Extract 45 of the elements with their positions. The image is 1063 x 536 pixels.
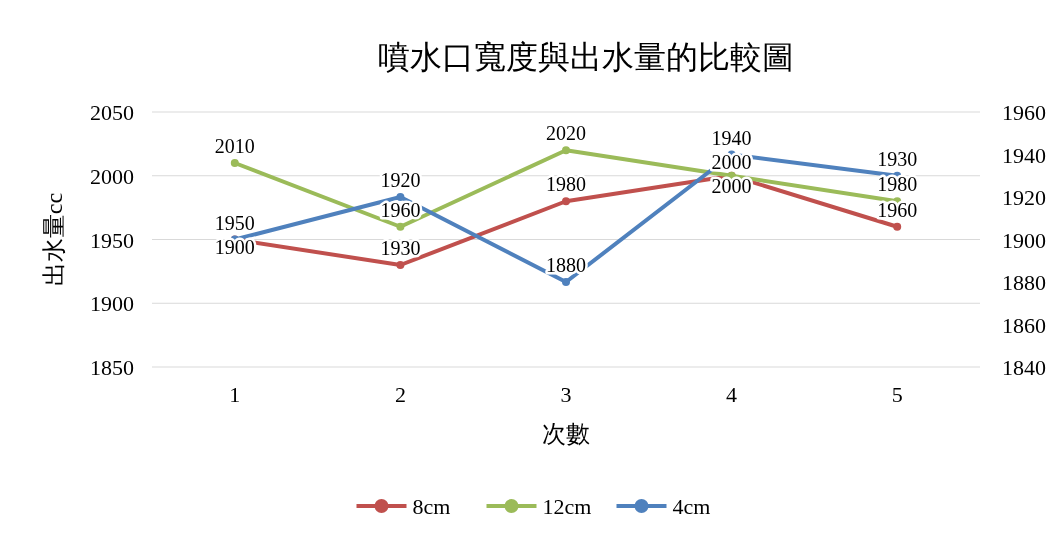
y-tick-label: 2000 (90, 163, 134, 189)
point (230, 159, 239, 167)
data-label: 1980 (546, 173, 586, 196)
x-tick-label: 2 (394, 382, 406, 407)
x-tick-label: 1 (229, 382, 241, 407)
point (562, 197, 570, 206)
point (396, 261, 405, 269)
y-tick-label: 1950 (90, 227, 134, 253)
y-tick-label: 2050 (90, 100, 134, 125)
point (396, 193, 405, 201)
y2-tick-label: 1900 (1002, 227, 1046, 253)
x-tick-label: 4 (726, 382, 738, 407)
y-axis-title: 出水量cc (41, 192, 67, 287)
y2-tick-label: 1960 (1002, 100, 1046, 125)
legend-label: 8cm (412, 494, 451, 519)
data-label: 1880 (546, 254, 586, 276)
data-label: 1950 (214, 211, 255, 234)
y2-tick-label: 1920 (1002, 185, 1046, 210)
x-tick-label: 3 (560, 382, 572, 407)
legend-label: 4cm (672, 494, 711, 519)
y2-tick-label: 1880 (1002, 270, 1046, 295)
point (562, 278, 570, 286)
y2-tick-label: 1940 (1002, 142, 1046, 168)
legend-label: 12cm (542, 494, 592, 519)
data-label: 1920 (380, 169, 421, 191)
data-label: 1960 (380, 198, 421, 221)
y-tick-label: 1850 (90, 355, 134, 380)
data-label: 2020 (546, 122, 586, 145)
chart-title: 噴水口寬度與出水量的比較圖 (378, 39, 794, 75)
point (562, 146, 570, 155)
y2-tick-label: 1840 (1002, 355, 1046, 380)
x-tick-label: 5 (891, 382, 903, 407)
data-label: 1960 (877, 198, 918, 221)
data-label: 1900 (214, 235, 255, 258)
point (396, 222, 405, 231)
data-label: 2000 (711, 174, 752, 197)
y-tick-label: 1900 (90, 291, 134, 317)
data-label: 1980 (877, 173, 918, 196)
data-label: 1930 (380, 237, 421, 259)
data-label: 2010 (214, 135, 255, 157)
x-axis-title: 次數 (542, 421, 590, 447)
point (893, 222, 902, 231)
data-label: 1930 (877, 147, 918, 170)
data-label: 1940 (711, 126, 752, 149)
y2-tick-label: 1860 (1002, 312, 1046, 338)
